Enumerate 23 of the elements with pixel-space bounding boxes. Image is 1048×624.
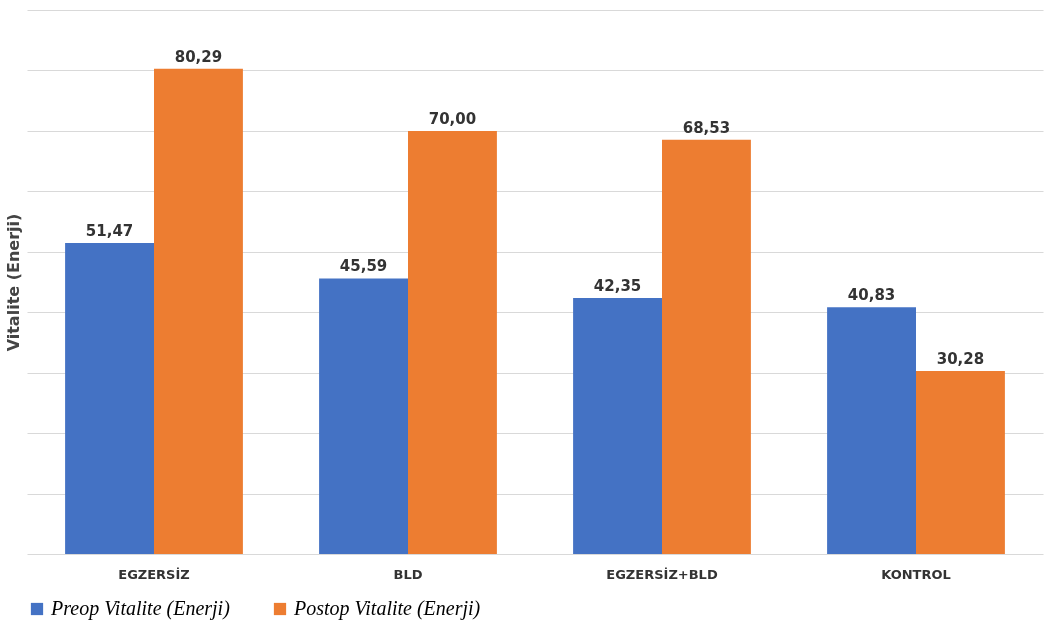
data-label: 30,28	[936, 349, 985, 368]
bar	[319, 278, 408, 554]
data-label: 80,29	[174, 47, 223, 66]
data-label: 70,00	[428, 109, 477, 128]
data-label: 68,53	[682, 118, 731, 137]
bar	[916, 370, 1005, 554]
x-tick-label: EGZERSİZ	[118, 566, 190, 582]
bar	[662, 139, 751, 554]
x-tick-label: KONTROL	[881, 566, 951, 582]
bar	[408, 130, 497, 554]
data-label: 45,59	[339, 257, 388, 276]
x-tick-label: BLD	[393, 566, 423, 582]
bar	[154, 68, 243, 554]
legend-label: Postop Vitalite (Enerji)	[293, 597, 481, 620]
legend-label: Preop Vitalite (Enerji)	[50, 597, 231, 620]
bar	[827, 307, 916, 554]
bar	[65, 242, 154, 554]
y-axis-title: Vitalite (Enerji)	[3, 213, 23, 352]
data-label: 42,35	[593, 277, 642, 296]
data-label: 40,83	[847, 286, 896, 305]
data-label: 51,47	[85, 221, 134, 240]
bar	[573, 298, 662, 554]
x-tick-label: EGZERSİZ+BLD	[606, 566, 718, 582]
